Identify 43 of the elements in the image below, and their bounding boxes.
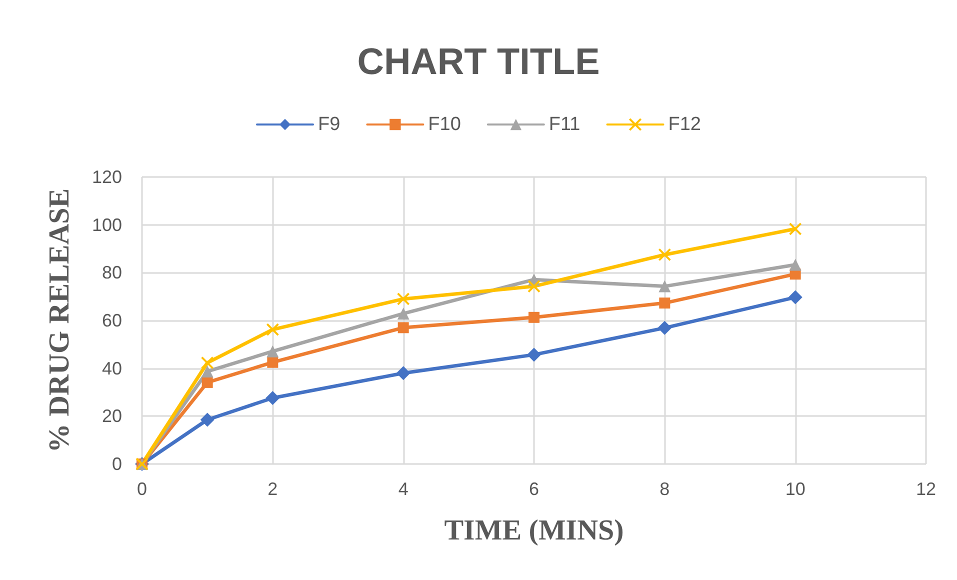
point bbox=[266, 390, 280, 405]
point bbox=[396, 292, 410, 306]
point bbox=[789, 258, 802, 271]
point bbox=[659, 298, 670, 309]
x-tick-label: 4 bbox=[398, 479, 408, 499]
point bbox=[527, 348, 541, 362]
legend-label: F11 bbox=[548, 114, 580, 135]
legend-label: F12 bbox=[668, 114, 701, 135]
point bbox=[658, 248, 672, 262]
point bbox=[200, 356, 214, 370]
x-tick-label: 12 bbox=[916, 479, 936, 499]
y-tick-label: 40 bbox=[102, 358, 122, 378]
point bbox=[201, 365, 214, 378]
point bbox=[658, 320, 672, 335]
point bbox=[658, 280, 671, 292]
y-axis-title: % DRUG RELEASE bbox=[44, 188, 76, 453]
point bbox=[398, 322, 409, 334]
x-tick-label: 0 bbox=[136, 479, 148, 499]
y-tick-label: 0 bbox=[112, 454, 122, 474]
point bbox=[266, 323, 280, 336]
point bbox=[202, 376, 213, 388]
point bbox=[788, 290, 802, 304]
y-tick-label: 80 bbox=[102, 262, 122, 283]
point bbox=[267, 356, 278, 368]
y-tick-label: 60 bbox=[102, 310, 122, 330]
legend-label: F9 bbox=[318, 114, 340, 135]
x-tick-label: 6 bbox=[528, 479, 540, 499]
y-tick-label: 120 bbox=[92, 167, 122, 187]
point bbox=[266, 345, 279, 358]
point bbox=[788, 222, 802, 236]
y-tick-label: 20 bbox=[102, 406, 122, 426]
point bbox=[528, 312, 540, 323]
y-tick-label: 100 bbox=[92, 214, 122, 235]
x-tick-label: 10 bbox=[785, 479, 806, 499]
x-tick-label: 2 bbox=[268, 479, 278, 499]
point bbox=[528, 280, 540, 293]
point bbox=[200, 412, 214, 427]
x-tick-label: 8 bbox=[660, 479, 670, 499]
x-axis-title: TIME (MINS) bbox=[444, 514, 624, 546]
point bbox=[397, 308, 410, 320]
chart-title: CHART TITLE bbox=[357, 41, 600, 82]
legend-label: F10 bbox=[428, 114, 461, 135]
point bbox=[396, 366, 410, 380]
